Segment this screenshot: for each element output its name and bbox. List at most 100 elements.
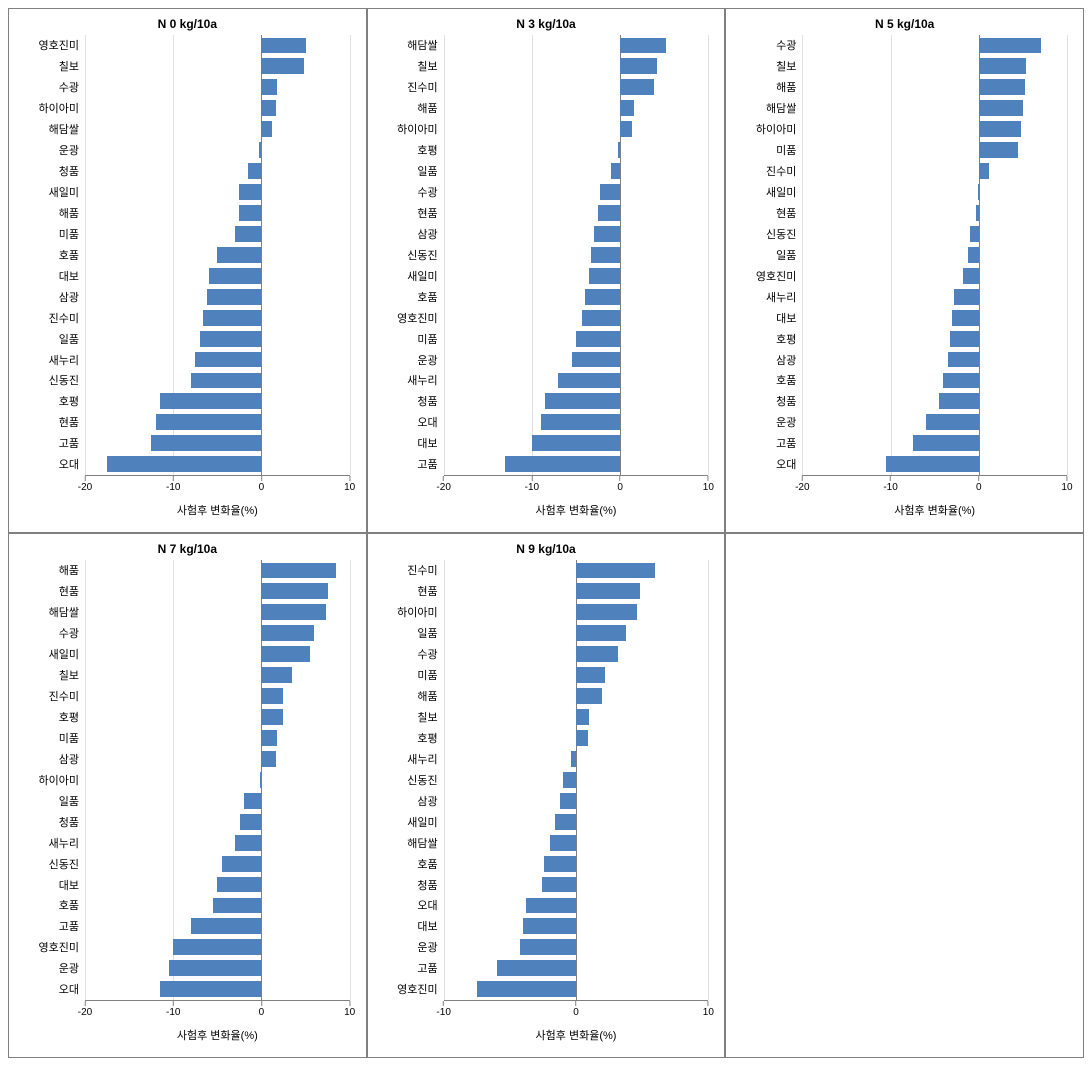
bar-row: 진수미 [802, 161, 1067, 182]
category-label: 수광 [776, 37, 802, 53]
x-tick: -20 [78, 476, 92, 493]
bar [195, 352, 261, 368]
x-axis-label: 사험후 변화율(%) [85, 1027, 350, 1043]
bar [526, 898, 576, 914]
bar [544, 856, 576, 872]
category-label: 칠보 [776, 58, 802, 74]
category-label: 영호진미 [39, 939, 85, 955]
bar-wrap [802, 77, 1067, 98]
category-label: 대보 [59, 268, 85, 284]
bar-row: 고품 [444, 454, 709, 475]
bar-wrap [802, 119, 1067, 140]
bar-wrap [802, 370, 1067, 391]
bar-row: 해담쌀 [444, 35, 709, 56]
bar-row: 호품 [802, 370, 1067, 391]
bar-row: 호품 [85, 895, 350, 916]
bars: 수광칠보해품해담쌀하이아미미품진수미새일미현품신동진일품영호진미새누리대보호평삼… [802, 35, 1067, 475]
bar-wrap [444, 161, 709, 182]
bar [523, 918, 576, 934]
grid-line [350, 560, 351, 1000]
bar-row: 수광 [85, 77, 350, 98]
bar [576, 688, 602, 704]
x-tick: -10 [166, 476, 180, 493]
bar [571, 751, 576, 767]
bar-row: 일품 [85, 328, 350, 349]
bar [611, 163, 620, 179]
bar-row: 고품 [85, 433, 350, 454]
bar-row: 새일미 [444, 265, 709, 286]
x-axis-label: 사험후 변화율(%) [802, 502, 1067, 518]
bar-row: 영호진미 [85, 937, 350, 958]
bar-wrap [444, 265, 709, 286]
x-tick: 10 [1061, 476, 1072, 493]
bars: 진수미현품하이아미일품수광미품해품칠보호평새누리신동진삼광새일미해담쌀호품청품오… [444, 560, 709, 1000]
bar-wrap [85, 203, 350, 224]
bar [541, 414, 620, 430]
bar-row: 새누리 [85, 832, 350, 853]
bar-row: 대보 [85, 874, 350, 895]
bar [954, 289, 979, 305]
bar [261, 625, 314, 641]
bar-wrap [444, 307, 709, 328]
bar-row: 호품 [85, 244, 350, 265]
bar-row: 신동진 [85, 853, 350, 874]
grid-line [708, 35, 709, 475]
panel-3: N 7 kg/10a해품현품해담쌀수광새일미칠보진수미호평미품삼광하이아미일품청… [8, 533, 367, 1058]
category-label: 호평 [417, 730, 443, 746]
x-axis-label: 사험후 변화율(%) [444, 1027, 709, 1043]
bar-wrap [444, 895, 709, 916]
bar-row: 현품 [802, 203, 1067, 224]
bar-row: 하이아미 [444, 119, 709, 140]
x-tick-label: -10 [436, 1007, 450, 1018]
bar [261, 751, 275, 767]
bar [532, 435, 620, 451]
x-tick-label: 10 [344, 482, 355, 493]
x-tick-label: 10 [703, 1007, 714, 1018]
bar-wrap [802, 412, 1067, 433]
x-axis: -20-10010 [85, 475, 350, 500]
bar [151, 435, 261, 451]
bar-wrap [85, 853, 350, 874]
category-label: 청품 [776, 393, 802, 409]
bar-row: 진수미 [444, 77, 709, 98]
bar-row: 미품 [85, 223, 350, 244]
bar-wrap [85, 623, 350, 644]
category-label: 새누리 [49, 352, 85, 368]
x-tick-label: -10 [525, 482, 539, 493]
bar [943, 373, 978, 389]
category-label: 고품 [59, 435, 85, 451]
bar-wrap [85, 895, 350, 916]
bar-row: 현품 [444, 203, 709, 224]
bar-row: 청품 [85, 161, 350, 182]
bar-row: 새누리 [85, 349, 350, 370]
x-tick-label: 0 [617, 482, 623, 493]
bar-row: 청품 [444, 391, 709, 412]
bar [173, 939, 261, 955]
bar-row: 해품 [85, 203, 350, 224]
bar-row: 칠보 [802, 56, 1067, 77]
category-label: 해품 [417, 100, 443, 116]
bar [979, 100, 1023, 116]
bar-wrap [85, 119, 350, 140]
bar [576, 646, 618, 662]
category-label: 해품 [417, 688, 443, 704]
bar-row: 수광 [85, 623, 350, 644]
bar-wrap [444, 203, 709, 224]
bar-wrap [444, 958, 709, 979]
bar [239, 184, 261, 200]
bar [200, 331, 262, 347]
category-label: 미품 [59, 226, 85, 242]
category-label: 오대 [776, 456, 802, 472]
bar-row: 영호진미 [85, 35, 350, 56]
category-label: 새일미 [407, 814, 443, 830]
category-label: 신동진 [49, 372, 85, 388]
category-label: 칠보 [59, 58, 85, 74]
category-label: 신동진 [766, 226, 802, 242]
bar-row: 삼광 [802, 349, 1067, 370]
bar [260, 772, 262, 788]
x-tick: -10 [525, 476, 539, 493]
bar-row: 호평 [802, 328, 1067, 349]
category-label: 미품 [59, 730, 85, 746]
category-label: 하이아미 [397, 121, 443, 137]
category-label: 칠보 [417, 709, 443, 725]
